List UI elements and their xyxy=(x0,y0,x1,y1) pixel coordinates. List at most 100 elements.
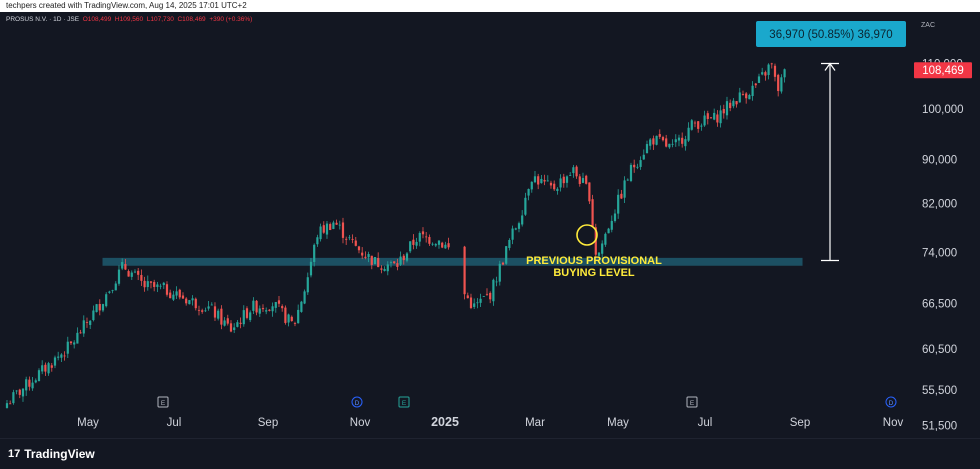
candle-body[interactable] xyxy=(197,309,201,311)
candle-body[interactable] xyxy=(741,94,745,95)
candle-body[interactable] xyxy=(684,139,687,147)
candle-body[interactable] xyxy=(546,180,549,182)
candle-body[interactable] xyxy=(361,252,364,256)
candle-body[interactable] xyxy=(223,320,226,326)
candle-body[interactable] xyxy=(572,167,575,174)
candle-body[interactable] xyxy=(492,279,495,302)
candle-body[interactable] xyxy=(114,283,117,291)
candle-body[interactable] xyxy=(626,179,629,181)
candle-body[interactable] xyxy=(466,295,469,299)
candle-body[interactable] xyxy=(645,144,649,154)
candle-body[interactable] xyxy=(357,246,361,251)
candle-body[interactable] xyxy=(393,261,396,264)
candle-body[interactable] xyxy=(329,224,332,231)
candle-body[interactable] xyxy=(242,310,245,325)
candle-body[interactable] xyxy=(402,255,405,261)
candle-body[interactable] xyxy=(597,252,601,256)
candle-body[interactable] xyxy=(661,137,665,141)
earnings-marker-icon[interactable] xyxy=(157,396,169,408)
candle-body[interactable] xyxy=(405,253,409,261)
candle-body[interactable] xyxy=(511,228,514,240)
candle-body[interactable] xyxy=(364,256,367,258)
candle-body[interactable] xyxy=(370,255,373,265)
candle-body[interactable] xyxy=(306,277,309,293)
candle-body[interactable] xyxy=(18,389,21,395)
candle-body[interactable] xyxy=(725,101,729,116)
candle-body[interactable] xyxy=(581,178,585,183)
candle-body[interactable] xyxy=(773,65,777,77)
candle-body[interactable] xyxy=(517,223,521,229)
candle-body[interactable] xyxy=(69,341,73,344)
candle-body[interactable] xyxy=(271,306,274,312)
candle-body[interactable] xyxy=(351,238,354,240)
candle-body[interactable] xyxy=(293,323,297,324)
candle-body[interactable] xyxy=(236,322,239,327)
candle-body[interactable] xyxy=(130,272,133,277)
candle-body[interactable] xyxy=(92,310,95,321)
candle-body[interactable] xyxy=(505,246,508,264)
candle-body[interactable] xyxy=(767,64,770,75)
candle-body[interactable] xyxy=(194,298,197,309)
candle-body[interactable] xyxy=(553,183,556,190)
candle-body[interactable] xyxy=(674,139,677,143)
earnings-marker-icon[interactable] xyxy=(686,396,698,408)
candle-body[interactable] xyxy=(108,291,111,293)
candle-body[interactable] xyxy=(719,110,722,124)
candle-body[interactable] xyxy=(34,380,37,383)
candle-body[interactable] xyxy=(137,270,140,275)
candle-body[interactable] xyxy=(153,282,156,287)
candle-body[interactable] xyxy=(617,194,620,214)
candle-body[interactable] xyxy=(79,332,82,334)
candle-body[interactable] xyxy=(156,284,159,287)
candle-body[interactable] xyxy=(610,220,613,230)
candle-body[interactable] xyxy=(265,310,268,312)
candle-body[interactable] xyxy=(354,240,357,246)
candle-body[interactable] xyxy=(463,246,466,295)
candle-body[interactable] xyxy=(322,225,325,233)
earnings-marker-icon[interactable] xyxy=(398,396,410,408)
candle-body[interactable] xyxy=(569,175,572,176)
candle-body[interactable] xyxy=(373,257,377,265)
candle-body[interactable] xyxy=(50,365,53,368)
candle-body[interactable] xyxy=(501,262,505,265)
candle-body[interactable] xyxy=(575,166,578,177)
candle-body[interactable] xyxy=(620,193,623,199)
candle-body[interactable] xyxy=(377,258,380,268)
candle-body[interactable] xyxy=(9,403,12,405)
candle-body[interactable] xyxy=(76,332,79,344)
candle-body[interactable] xyxy=(434,244,437,246)
candle-body[interactable] xyxy=(770,63,773,65)
candle-body[interactable] xyxy=(613,213,617,222)
candle-body[interactable] xyxy=(226,318,229,324)
candle-body[interactable] xyxy=(169,292,172,299)
candle-body[interactable] xyxy=(63,355,66,357)
candle-body[interactable] xyxy=(655,135,658,145)
candle-body[interactable] xyxy=(447,243,450,248)
candle-body[interactable] xyxy=(556,188,559,191)
candle-body[interactable] xyxy=(729,102,732,109)
candle-body[interactable] xyxy=(341,222,345,238)
candle-body[interactable] xyxy=(325,223,329,235)
candle-body[interactable] xyxy=(82,320,85,334)
candle-body[interactable] xyxy=(549,182,553,186)
candle-body[interactable] xyxy=(188,300,191,305)
candle-body[interactable] xyxy=(489,292,492,300)
candle-body[interactable] xyxy=(210,304,213,306)
candle-body[interactable] xyxy=(121,262,124,269)
candle-body[interactable] xyxy=(201,310,204,312)
candle-body[interactable] xyxy=(335,222,338,225)
candle-body[interactable] xyxy=(485,293,489,295)
candle-body[interactable] xyxy=(89,320,92,325)
candle-body[interactable] xyxy=(409,241,412,252)
candle-body[interactable] xyxy=(191,298,194,301)
candle-body[interactable] xyxy=(105,294,108,307)
candle-body[interactable] xyxy=(703,115,706,126)
candle-body[interactable] xyxy=(220,308,223,325)
candle-body[interactable] xyxy=(623,180,626,198)
candle-body[interactable] xyxy=(716,114,719,123)
candle-body[interactable] xyxy=(15,390,18,392)
candle-body[interactable] xyxy=(178,289,181,298)
candle-body[interactable] xyxy=(629,164,633,181)
candle-body[interactable] xyxy=(469,297,473,308)
candle-body[interactable] xyxy=(604,233,607,245)
